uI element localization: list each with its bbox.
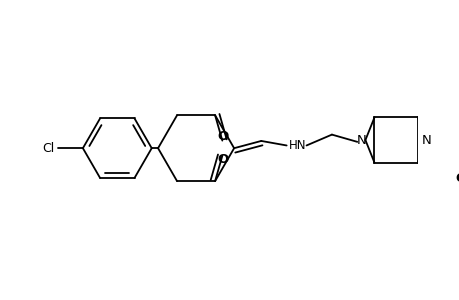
Text: O: O bbox=[454, 172, 459, 185]
Text: HN: HN bbox=[288, 139, 305, 152]
Text: Cl: Cl bbox=[43, 142, 55, 155]
Text: O: O bbox=[217, 130, 229, 143]
Text: N: N bbox=[356, 134, 366, 146]
Text: N: N bbox=[421, 134, 431, 146]
Text: O: O bbox=[217, 153, 229, 166]
